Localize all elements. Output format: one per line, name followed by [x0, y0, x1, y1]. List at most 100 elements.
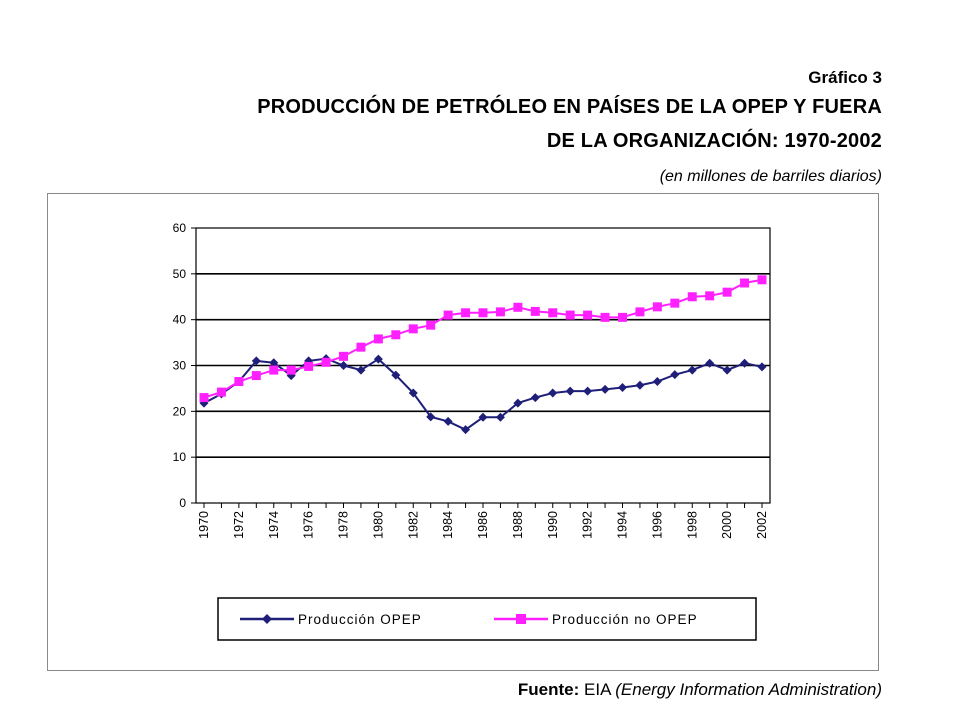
- data-point: [600, 384, 610, 394]
- data-point: [548, 308, 558, 318]
- data-point: [705, 291, 715, 301]
- x-tick-label: 1974: [267, 511, 281, 539]
- data-point: [530, 393, 540, 403]
- data-point: [618, 312, 627, 322]
- data-point: [495, 307, 505, 317]
- data-point: [286, 365, 296, 375]
- data-point: [373, 354, 383, 364]
- gridlines: [196, 273, 770, 458]
- y-tick-label: 10: [173, 450, 187, 464]
- legend-marker: [516, 614, 526, 624]
- data-point: [670, 370, 680, 380]
- data-point: [687, 365, 697, 375]
- x-tick-label: 1982: [406, 511, 420, 539]
- data-point: [687, 292, 697, 302]
- axes: 0 10 20 30 40 50 60 1970 1972 1974 1976 1978 1980 198…: [173, 221, 771, 539]
- x-tick-label: 1986: [476, 511, 490, 539]
- series-no-opep: [199, 275, 767, 403]
- y-tick-label: 60: [173, 221, 187, 235]
- y-tick-label: 20: [173, 404, 187, 418]
- data-point: [583, 310, 593, 320]
- source-fullname: (Energy Information Administration): [615, 680, 882, 699]
- data-point: [740, 278, 750, 288]
- data-point: [652, 302, 662, 312]
- data-point: [304, 356, 314, 366]
- x-tick-label: 1988: [511, 511, 525, 539]
- data-point: [705, 358, 715, 368]
- data-point: [635, 380, 645, 390]
- data-point: [269, 358, 279, 368]
- x-tick-label: 1998: [685, 511, 699, 539]
- data-point: [373, 334, 383, 344]
- x-tick-label: 1978: [337, 511, 351, 539]
- data-point: [443, 416, 453, 426]
- data-point: [757, 362, 767, 372]
- data-point: [652, 377, 662, 387]
- line-chart: 0 10 20 30 40 50 60 1970 1972 1974 1976 1978 1980 198…: [173, 221, 771, 641]
- chart-title-line-2: DE LA ORGANIZACIÓN: 1970-2002: [546, 130, 882, 152]
- x-tick-label: 1970: [197, 511, 211, 539]
- data-point: [408, 388, 418, 398]
- data-point: [513, 302, 523, 312]
- data-point: [251, 356, 261, 366]
- figure-label: Gráfico 3: [808, 68, 882, 87]
- data-point: [216, 387, 226, 397]
- units-subtitle: (en millones de barriles diarios): [659, 168, 882, 185]
- legend: Producción OPEP Producción no OPEP: [217, 597, 757, 641]
- x-tick-label: 1990: [546, 511, 560, 539]
- source-label: Fuente:: [517, 680, 580, 699]
- data-point: [321, 357, 331, 367]
- data-point: [757, 275, 767, 285]
- y-tick-label: 50: [173, 267, 187, 281]
- data-point: [565, 386, 575, 396]
- data-point: [600, 312, 610, 322]
- data-point: [269, 365, 279, 375]
- data-point: [199, 393, 209, 403]
- data-point: [408, 324, 418, 334]
- legend-label: Producción OPEP: [298, 612, 422, 627]
- data-point: [356, 365, 366, 375]
- data-point: [443, 310, 453, 320]
- data-point: [618, 383, 627, 392]
- data-point: [461, 425, 471, 435]
- data-point: [461, 308, 471, 318]
- y-tick-label: 40: [173, 313, 187, 327]
- x-tick-label: 1980: [371, 511, 385, 539]
- data-point: [251, 371, 261, 381]
- data-point: [478, 412, 488, 422]
- data-point: [635, 307, 645, 317]
- data-point: [478, 308, 488, 318]
- legend-item-no-opep: Producción no OPEP: [494, 612, 697, 627]
- data-point: [426, 320, 436, 330]
- data-point: [339, 361, 348, 370]
- legend-item-opep: Producción OPEP: [240, 612, 422, 627]
- data-point: [740, 358, 750, 368]
- data-point: [670, 298, 680, 308]
- legend-marker: [262, 614, 272, 624]
- series-line: [203, 278, 763, 399]
- chart-frame: 0 10 20 30 40 50 60 1970 1972 1974 1976 1978 1980 198…: [47, 193, 879, 671]
- series-layer: [199, 275, 767, 435]
- data-point: [583, 386, 593, 396]
- data-point: [495, 412, 505, 422]
- data-point: [234, 377, 244, 387]
- legend-box: [217, 597, 757, 641]
- chart-title-line-1: PRODUCCIÓN DE PETRÓLEO EN PAÍSES DE LA O…: [257, 96, 882, 118]
- data-point: [513, 398, 523, 408]
- x-tick-label: 1972: [232, 511, 246, 539]
- data-point: [286, 371, 296, 381]
- data-point: [339, 351, 348, 361]
- data-point: [426, 412, 436, 422]
- x-tick-label: 1992: [581, 511, 595, 539]
- source-text: EIA: [584, 680, 611, 699]
- data-point: [548, 388, 558, 398]
- x-tick-label: 1996: [650, 511, 664, 539]
- y-tick-label: 30: [173, 359, 187, 373]
- y-tick-label: 0: [179, 496, 186, 510]
- data-point: [391, 370, 401, 380]
- data-point: [722, 365, 732, 375]
- data-point: [356, 342, 366, 352]
- data-point: [199, 398, 209, 408]
- data-point: [722, 287, 732, 297]
- data-point: [304, 361, 314, 371]
